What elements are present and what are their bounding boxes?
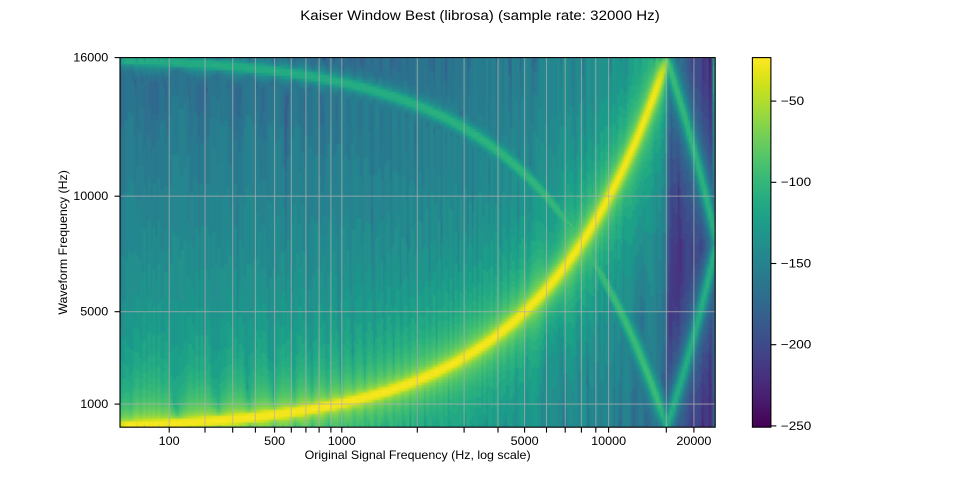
svg-text:−200: −200 (781, 338, 812, 352)
svg-text:Original Signal Frequency (Hz,: Original Signal Frequency (Hz, log scale… (305, 448, 531, 462)
svg-text:16000: 16000 (73, 51, 108, 65)
svg-text:5000: 5000 (511, 434, 539, 448)
svg-text:−50: −50 (781, 94, 805, 108)
svg-text:−250: −250 (781, 419, 812, 433)
svg-text:10000: 10000 (591, 434, 626, 448)
svg-text:1000: 1000 (328, 434, 356, 448)
svg-text:−150: −150 (781, 256, 812, 270)
svg-text:Waveform Frequency (Hz): Waveform Frequency (Hz) (56, 170, 70, 315)
svg-text:10000: 10000 (73, 189, 108, 203)
svg-text:100: 100 (159, 434, 180, 448)
svg-text:−100: −100 (781, 175, 812, 189)
svg-text:20000: 20000 (676, 434, 712, 448)
svg-text:500: 500 (264, 434, 285, 448)
svg-text:1000: 1000 (80, 397, 108, 411)
svg-text:Kaiser Window Best (librosa) (: Kaiser Window Best (librosa) (sample rat… (300, 7, 660, 23)
svg-text:5000: 5000 (80, 305, 108, 319)
